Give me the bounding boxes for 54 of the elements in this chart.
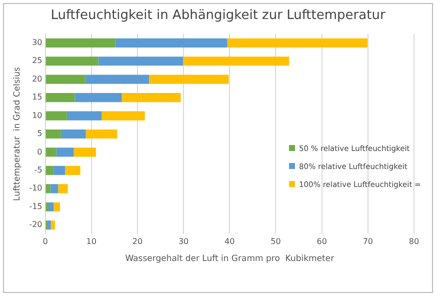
y-tick-label: -10 [29, 184, 42, 193]
bar [148, 74, 229, 84]
bar [56, 148, 74, 157]
bar [60, 129, 86, 139]
y-tick-label: 25 [32, 56, 42, 66]
y-tick-label: 0 [37, 147, 42, 156]
bar [98, 56, 184, 66]
chart-title: Luftfeuchtigkeit in Abhängigkeit zur Lufttemperatur [50, 8, 386, 23]
x-tick-label: 70 [362, 237, 373, 246]
bar [115, 38, 228, 48]
bar [46, 184, 50, 194]
bar [74, 93, 122, 102]
y-tick-label: 10 [32, 110, 42, 120]
bar [53, 166, 66, 175]
x-tick-label: 30 [178, 237, 189, 246]
y-axis-title: Lufttemperatur in Grad Celsius [12, 66, 22, 201]
bar [48, 220, 51, 230]
bar [46, 202, 48, 212]
bar [46, 129, 61, 139]
bar [46, 74, 86, 84]
bar [46, 148, 56, 157]
bar [48, 202, 54, 212]
x-axis-title: Wassergehalt der Luft in Gramm pro Kubikmeter [125, 254, 335, 264]
bar [227, 38, 368, 48]
bar [46, 166, 54, 175]
bar [122, 93, 181, 102]
bar [54, 202, 60, 212]
bar [46, 56, 98, 66]
x-tick-label: 10 [86, 237, 96, 246]
y-tick-label: 20 [32, 74, 42, 84]
bar [102, 111, 145, 120]
bar [66, 111, 102, 120]
bar [183, 56, 290, 66]
y-tick-label: -5 [34, 166, 42, 175]
bar [46, 93, 75, 102]
x-tick-label: 20 [132, 237, 143, 246]
bar [50, 220, 55, 230]
y-tick-label: 5 [37, 129, 42, 138]
y-tick-label: 30 [32, 38, 42, 47]
y-tick-label: 15 [32, 92, 42, 102]
bar [46, 38, 116, 48]
bar [58, 184, 68, 194]
x-tick-label: 50 [270, 237, 281, 246]
bar [46, 111, 67, 120]
y-tick-label: -20 [29, 220, 42, 230]
bar [85, 74, 149, 84]
bar [74, 148, 96, 157]
bar [65, 166, 80, 175]
bar [86, 129, 118, 139]
y-tick-label: -15 [29, 202, 42, 211]
x-tick-label: 80 [408, 237, 420, 246]
x-tick-label: 60 [316, 237, 327, 246]
x-tick-label: 40 [224, 237, 235, 246]
bar [50, 184, 58, 194]
